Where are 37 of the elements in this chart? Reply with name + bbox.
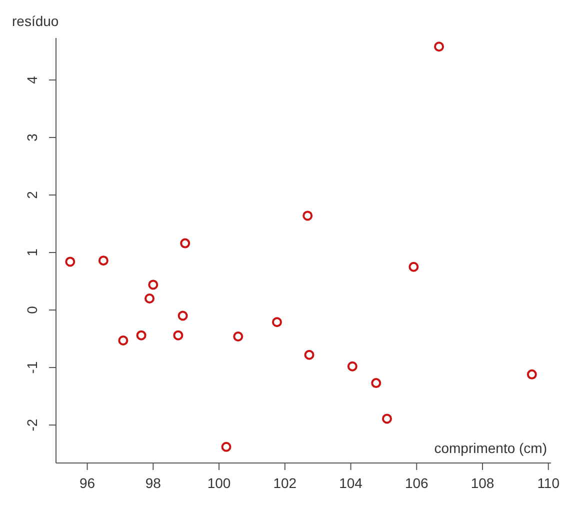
- point: [178, 310, 188, 321]
- y-tick-label: 0: [24, 306, 40, 314]
- point: [347, 361, 358, 372]
- point: [65, 256, 76, 267]
- x-tick-label: 100: [207, 474, 231, 491]
- x-tick-label: 102: [273, 474, 297, 491]
- point: [526, 369, 537, 380]
- y-tick-label: -1: [24, 361, 40, 374]
- point: [118, 336, 128, 346]
- point: [221, 442, 232, 452]
- point: [272, 317, 282, 328]
- point: [136, 330, 146, 340]
- point: [434, 42, 444, 52]
- point: [304, 350, 314, 360]
- point: [233, 331, 244, 342]
- y-axis-title: resíduo: [12, 13, 59, 29]
- x-tick-label: 108: [470, 474, 494, 491]
- x-tick-label: 110: [537, 474, 560, 491]
- y-tick-label: 4: [24, 76, 40, 84]
- x-axis-title: comprimento (cm): [434, 440, 547, 456]
- y-tick-label: 1: [24, 248, 40, 256]
- point: [302, 210, 313, 221]
- x-tick-label: 96: [80, 474, 96, 491]
- point: [382, 414, 392, 424]
- point: [148, 280, 158, 290]
- y-tick-label: -2: [24, 418, 40, 432]
- point: [408, 262, 419, 272]
- point: [144, 294, 155, 304]
- x-tick-label: 104: [339, 474, 363, 491]
- y-tick-label: 2: [24, 190, 40, 199]
- point: [98, 256, 108, 266]
- x-tick-label: 98: [145, 474, 162, 491]
- point: [371, 378, 382, 388]
- point: [173, 330, 184, 340]
- x-tick-label: 106: [404, 474, 429, 491]
- y-tick-label: 3: [24, 133, 40, 142]
- point: [180, 238, 190, 248]
